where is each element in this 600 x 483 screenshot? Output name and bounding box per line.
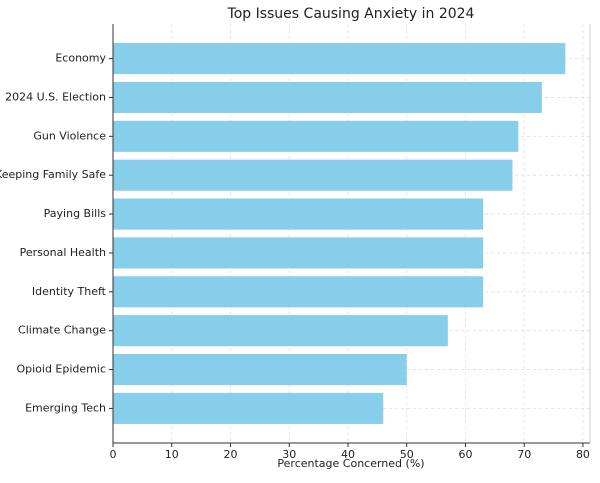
bar	[113, 198, 484, 230]
bar	[113, 81, 542, 114]
y-tick-label: Emerging Tech	[25, 401, 106, 414]
x-tick-label: 0	[110, 448, 117, 461]
x-tick-label: 50	[400, 448, 414, 461]
y-tick-label: Identity Theft	[32, 285, 107, 298]
x-axis-label: Percentage Concerned (%)	[277, 457, 424, 470]
x-tick-label: 40	[341, 448, 355, 461]
y-tick-label: Personal Health	[20, 246, 106, 259]
y-tick-label: 2024 U.S. Election	[5, 90, 106, 103]
bar	[113, 392, 384, 424]
x-tick-label: 70	[517, 448, 531, 461]
bar	[113, 237, 484, 269]
bar	[113, 43, 566, 75]
x-tick-label: 20	[223, 448, 237, 461]
y-tick-label: Opioid Epidemic	[16, 363, 106, 376]
y-tick-label: Climate Change	[18, 324, 106, 337]
y-tick-label: Gun Violence	[33, 129, 106, 142]
bar	[113, 120, 519, 152]
x-tick-label: 10	[165, 448, 179, 461]
bar	[113, 353, 407, 386]
y-tick-label: Keeping Family Safe	[0, 168, 106, 181]
bar	[113, 276, 484, 308]
x-tick-label: 80	[576, 448, 590, 461]
chart-title: Top Issues Causing Anxiety in 2024	[227, 6, 475, 22]
bar	[113, 159, 513, 191]
x-tick-label: 30	[282, 448, 296, 461]
x-tick-label: 60	[458, 448, 472, 461]
bar	[113, 315, 448, 347]
y-tick-label: Economy	[55, 52, 106, 65]
y-tick-label: Paying Bills	[44, 207, 107, 220]
